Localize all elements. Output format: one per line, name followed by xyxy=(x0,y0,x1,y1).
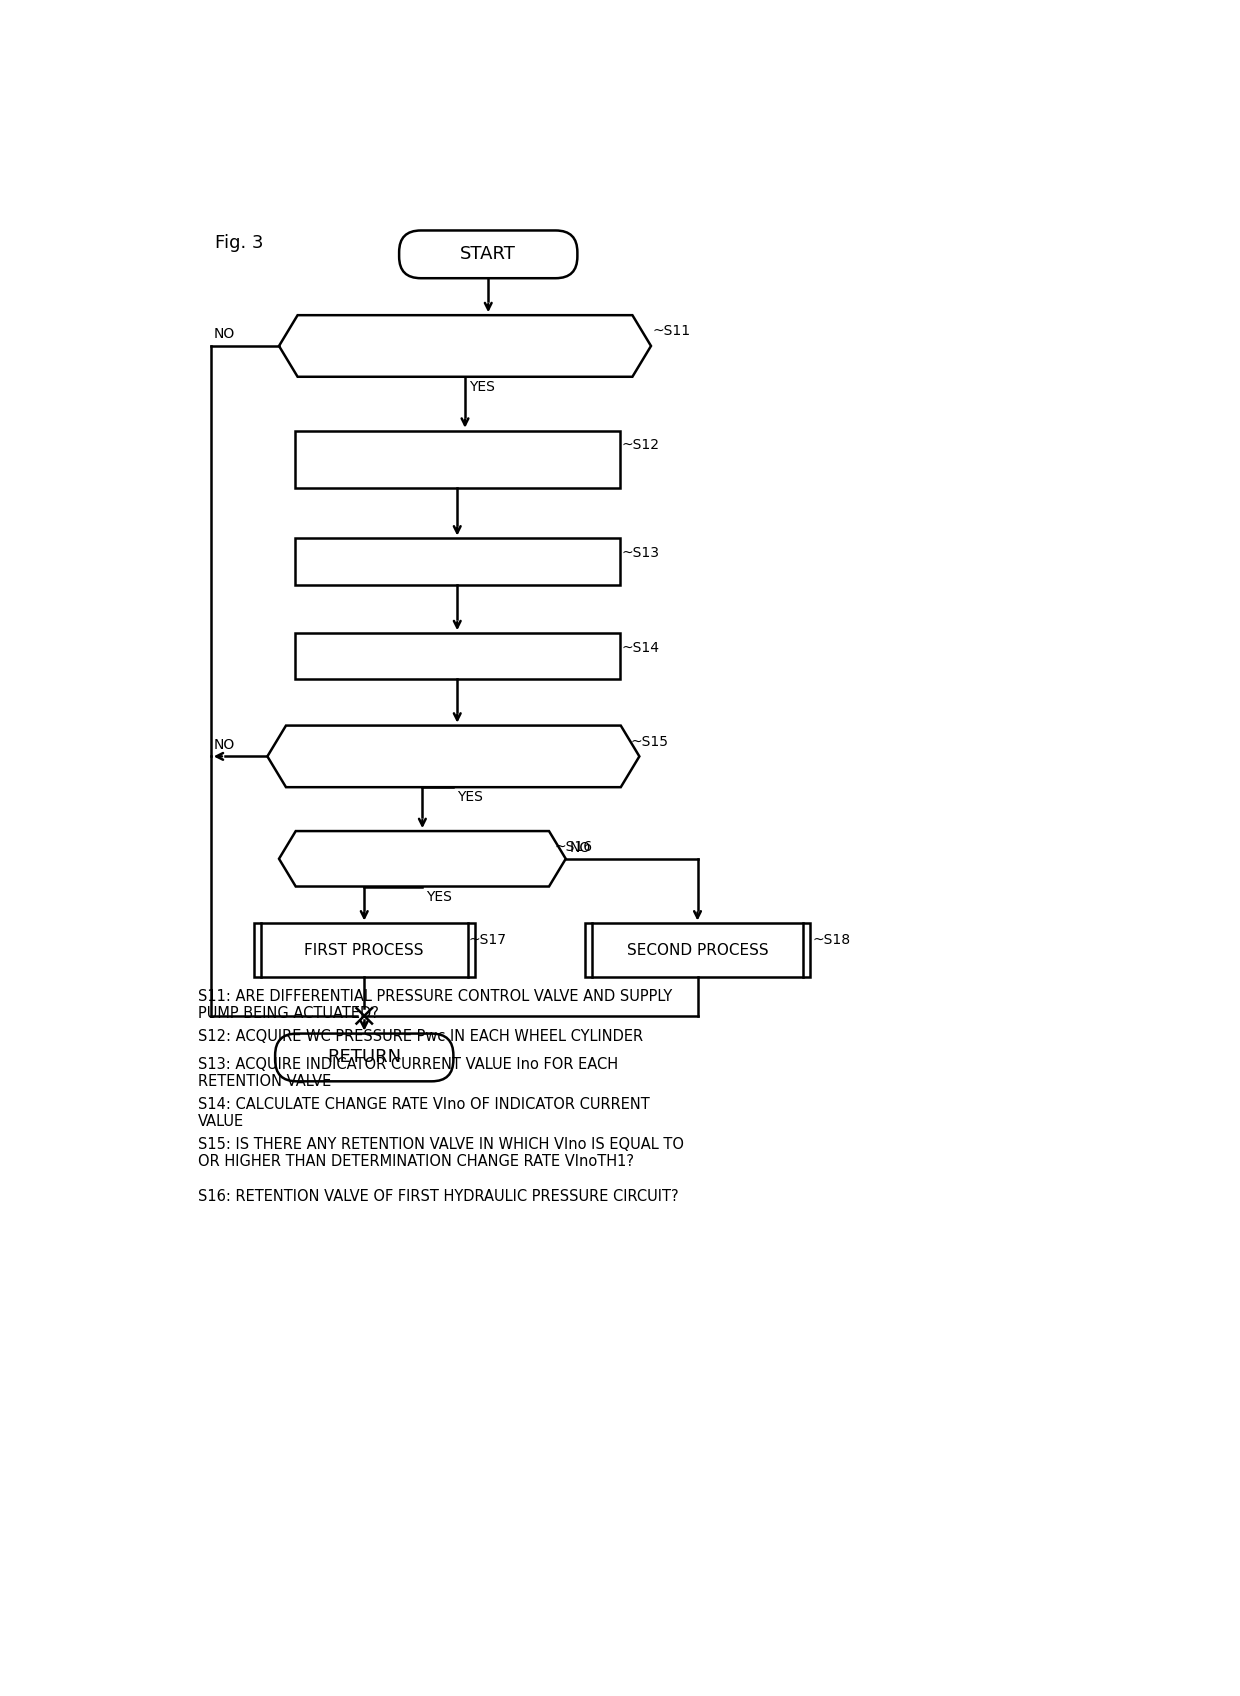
Text: ~S14: ~S14 xyxy=(621,641,660,655)
Text: Fig. 3: Fig. 3 xyxy=(216,234,264,253)
FancyBboxPatch shape xyxy=(275,1033,454,1082)
Bar xyxy=(295,633,620,680)
Text: SECOND PROCESS: SECOND PROCESS xyxy=(626,943,769,958)
Text: ~S15: ~S15 xyxy=(630,734,668,750)
Text: S11: ARE DIFFERENTIAL PRESSURE CONTROL VALVE AND SUPPLY
PUMP BEING ACTUATED?: S11: ARE DIFFERENTIAL PRESSURE CONTROL V… xyxy=(197,989,672,1021)
Polygon shape xyxy=(268,726,640,787)
Text: ~S12: ~S12 xyxy=(621,438,660,453)
Text: ~S18: ~S18 xyxy=(812,933,851,946)
Text: S12: ACQUIRE WC PRESSURE Pwc IN EACH WHEEL CYLINDER: S12: ACQUIRE WC PRESSURE Pwc IN EACH WHE… xyxy=(197,1029,642,1045)
Text: S13: ACQUIRE INDICATOR CURRENT VALUE Ino FOR EACH
RETENTION VALVE: S13: ACQUIRE INDICATOR CURRENT VALUE Ino… xyxy=(197,1057,618,1089)
Bar xyxy=(585,923,810,977)
Text: RETURN: RETURN xyxy=(327,1048,402,1067)
Text: FIRST PROCESS: FIRST PROCESS xyxy=(305,943,424,958)
Text: S14: CALCULATE CHANGE RATE VIno OF INDICATOR CURRENT
VALUE: S14: CALCULATE CHANGE RATE VIno OF INDIC… xyxy=(197,1097,650,1130)
Text: YES: YES xyxy=(469,380,495,393)
Text: NO: NO xyxy=(569,841,591,855)
Text: S15: IS THERE ANY RETENTION VALVE IN WHICH VIno IS EQUAL TO
OR HIGHER THAN DETER: S15: IS THERE ANY RETENTION VALVE IN WHI… xyxy=(197,1136,683,1169)
Bar xyxy=(295,431,620,488)
Text: S16: RETENTION VALVE OF FIRST HYDRAULIC PRESSURE CIRCUIT?: S16: RETENTION VALVE OF FIRST HYDRAULIC … xyxy=(197,1189,678,1204)
Text: YES: YES xyxy=(427,890,453,904)
Polygon shape xyxy=(279,831,565,887)
Text: YES: YES xyxy=(458,790,484,804)
FancyBboxPatch shape xyxy=(399,231,578,278)
Text: ~S17: ~S17 xyxy=(469,933,507,946)
Text: NO: NO xyxy=(215,327,236,341)
Text: START: START xyxy=(460,246,516,263)
Text: ~S16: ~S16 xyxy=(554,840,593,855)
Bar xyxy=(254,923,475,977)
Bar xyxy=(295,538,620,585)
Polygon shape xyxy=(279,315,651,377)
Text: ~S13: ~S13 xyxy=(621,546,660,560)
Text: NO: NO xyxy=(215,738,236,751)
Text: ~S11: ~S11 xyxy=(652,324,691,339)
